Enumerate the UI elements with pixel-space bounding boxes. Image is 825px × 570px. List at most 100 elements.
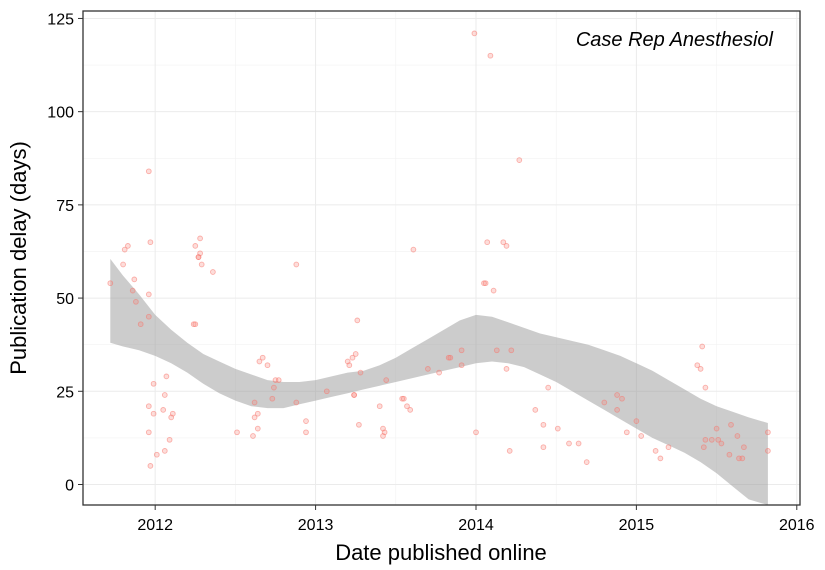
data-point bbox=[532, 407, 539, 413]
data-point bbox=[458, 347, 465, 354]
data-point bbox=[741, 444, 747, 451]
x-tick-label: 2013 bbox=[298, 517, 334, 534]
data-point bbox=[404, 403, 410, 410]
data-point bbox=[540, 444, 547, 451]
data-point bbox=[473, 429, 479, 436]
data-point bbox=[147, 239, 154, 246]
x-tick-label: 2015 bbox=[619, 517, 655, 534]
major-gridlines bbox=[83, 11, 800, 505]
data-point bbox=[376, 403, 383, 410]
data-point bbox=[697, 366, 704, 372]
data-point bbox=[503, 243, 510, 249]
data-point bbox=[293, 261, 300, 268]
data-point bbox=[506, 448, 513, 454]
data-point bbox=[436, 369, 442, 376]
data-point bbox=[638, 433, 645, 439]
data-point bbox=[566, 440, 572, 447]
data-point bbox=[150, 380, 157, 387]
data-point bbox=[145, 313, 152, 320]
data-point bbox=[303, 429, 309, 436]
data-point bbox=[508, 347, 515, 354]
data-point bbox=[458, 362, 465, 369]
data-point bbox=[652, 448, 659, 454]
smooth-confidence-band bbox=[110, 258, 768, 505]
data-point bbox=[614, 392, 620, 398]
data-point bbox=[425, 366, 431, 372]
data-points bbox=[107, 30, 771, 469]
data-point bbox=[383, 377, 390, 383]
data-point bbox=[400, 395, 407, 402]
data-point bbox=[493, 347, 500, 354]
data-point bbox=[121, 246, 128, 253]
data-point bbox=[271, 384, 277, 391]
data-point bbox=[190, 321, 197, 328]
data-point bbox=[765, 429, 771, 436]
data-point bbox=[145, 429, 152, 436]
data-point bbox=[192, 243, 199, 249]
y-tick-label: 125 bbox=[47, 11, 74, 28]
data-point bbox=[540, 421, 547, 428]
x-tick-label: 2012 bbox=[137, 517, 173, 534]
data-point bbox=[210, 269, 216, 275]
journal-annotation: Case Rep Anesthesiol bbox=[576, 29, 774, 51]
data-point bbox=[726, 451, 733, 458]
data-point bbox=[251, 399, 258, 406]
data-point bbox=[150, 410, 157, 417]
data-point bbox=[160, 407, 167, 413]
data-point bbox=[739, 455, 746, 462]
data-point bbox=[381, 429, 388, 436]
data-point bbox=[583, 459, 590, 465]
data-point bbox=[354, 317, 361, 324]
data-point bbox=[346, 362, 353, 369]
y-tick-label: 0 bbox=[65, 477, 74, 494]
data-point bbox=[120, 261, 126, 268]
data-point bbox=[728, 421, 734, 428]
data-point bbox=[254, 425, 261, 432]
data-point bbox=[161, 448, 168, 454]
data-point bbox=[410, 246, 417, 253]
data-point bbox=[129, 287, 136, 294]
data-point bbox=[702, 384, 709, 391]
data-point bbox=[399, 395, 406, 402]
y-tick-label: 50 bbox=[56, 291, 74, 308]
data-point bbox=[153, 451, 160, 458]
data-point bbox=[601, 399, 608, 406]
data-point bbox=[718, 440, 725, 447]
data-point bbox=[614, 407, 620, 413]
data-point bbox=[251, 414, 258, 421]
data-point bbox=[665, 444, 672, 451]
data-point bbox=[275, 377, 282, 383]
data-point bbox=[471, 30, 478, 37]
data-point bbox=[137, 321, 144, 328]
data-point bbox=[264, 362, 271, 369]
y-axis-title: Publication delay (days) bbox=[6, 141, 31, 375]
data-point bbox=[166, 436, 173, 443]
data-point bbox=[169, 410, 176, 417]
data-point bbox=[694, 362, 701, 369]
data-point bbox=[192, 321, 199, 328]
data-point bbox=[484, 239, 491, 246]
confidence-band-area bbox=[110, 258, 768, 505]
data-point bbox=[254, 410, 261, 417]
y-axis-ticks: 0 25 50 75 100 125 bbox=[47, 11, 83, 494]
data-point bbox=[633, 418, 640, 424]
data-point bbox=[481, 280, 487, 287]
data-point bbox=[145, 403, 152, 410]
data-point bbox=[554, 425, 561, 432]
x-tick-label: 2014 bbox=[458, 517, 494, 534]
y-tick-label: 25 bbox=[56, 384, 74, 401]
data-point bbox=[765, 448, 771, 454]
data-point bbox=[482, 280, 489, 287]
data-point bbox=[487, 52, 494, 59]
data-point bbox=[234, 429, 240, 436]
data-point bbox=[503, 366, 510, 372]
data-point bbox=[349, 354, 356, 361]
data-point bbox=[133, 298, 139, 305]
data-point bbox=[197, 250, 203, 257]
data-point bbox=[490, 287, 497, 294]
data-point bbox=[256, 358, 263, 365]
data-point bbox=[545, 384, 552, 391]
data-point bbox=[715, 436, 722, 443]
